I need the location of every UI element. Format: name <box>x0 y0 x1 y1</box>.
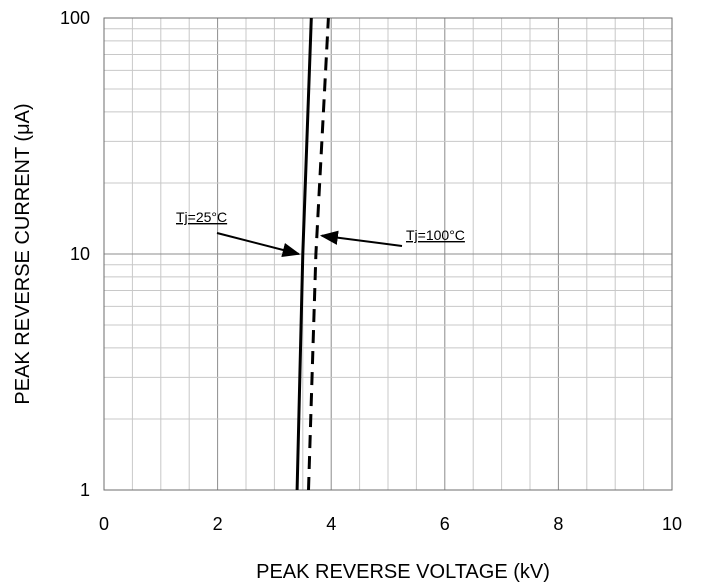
y-tick-labels: 1 10 100 <box>60 8 90 500</box>
annotation-layer: Tj=25°C Tj=100°C <box>176 209 465 257</box>
annotation-arrow-tj25 <box>216 232 301 257</box>
x-tick-label: 0 <box>99 514 109 534</box>
annotation-arrow-tj100 <box>319 230 403 247</box>
y-tick-label: 10 <box>70 244 90 264</box>
x-tick-label: 10 <box>662 514 682 534</box>
series-line-tj100 <box>307 17 330 491</box>
series-line-tj25 <box>295 17 313 491</box>
series-layer <box>295 17 330 491</box>
grid <box>103 18 673 491</box>
plot-frame <box>103 17 673 491</box>
y-axis-title: PEAK REVERSE CURRENT (μA) <box>12 103 34 404</box>
annotation-label-tj100: Tj=100°C <box>406 227 465 243</box>
x-axis-title: PEAK REVERSE VOLTAGE (kV) <box>256 561 550 583</box>
y-tick-label: 1 <box>80 480 90 500</box>
x-tick-label: 2 <box>213 514 223 534</box>
y-tick-label: 100 <box>60 8 90 28</box>
x-tick-labels: 0 2 4 6 8 10 <box>99 514 682 534</box>
x-tick-label: 8 <box>553 514 563 534</box>
x-tick-label: 4 <box>326 514 336 534</box>
x-tick-label: 6 <box>440 514 450 534</box>
annotation-label-tj25: Tj=25°C <box>176 209 227 225</box>
